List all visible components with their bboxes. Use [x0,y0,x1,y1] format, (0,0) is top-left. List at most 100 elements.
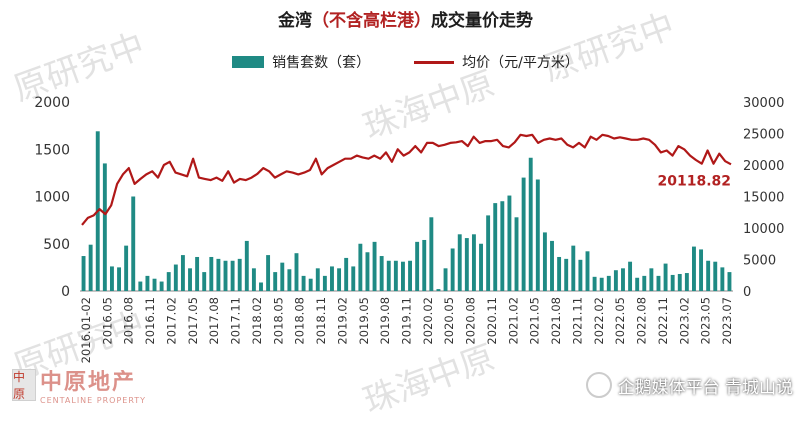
price-line [81,133,732,226]
bar [464,238,469,291]
legend: 销售套数（套） 均价（元/平方米） [0,52,811,72]
legend-label-bars: 销售套数（套） [272,55,371,71]
bar [322,275,327,291]
bar [216,258,221,291]
bar [330,266,334,291]
y-left-tick-label: 2000 [34,95,70,111]
x-tick-label: 2016.11 [143,297,157,345]
bar [507,195,512,291]
y-right-tick-label: 25000 [743,128,784,143]
bar [436,289,441,291]
y-right-tick-label: 15000 [743,191,784,206]
bar [564,258,569,291]
x-tick-label: 2018.05 [271,297,285,345]
x-tick-label: 2021.02 [506,297,520,345]
legend-swatch-line [414,60,455,64]
x-tick-label: 2017.05 [186,297,200,345]
bar [613,270,618,291]
title-main: 金湾 [278,11,312,31]
bar [457,234,462,291]
bar [677,273,682,291]
bar [195,256,200,291]
bar [294,253,299,291]
bar [649,268,654,291]
bar [301,275,306,291]
bar [223,260,228,291]
x-tick-label: 2021.05 [528,297,542,345]
x-tick-label: 2016.05 [100,297,114,345]
penguin-icon [585,372,612,398]
x-tick-label: 2017.08 [207,297,221,345]
x-tick-label: 2022.11 [656,297,670,345]
bar [379,256,384,291]
bar [415,241,420,291]
x-tick-label: 2023.07 [720,297,734,345]
y-left-tick-label: 1500 [34,142,70,158]
x-tick-label: 2018.08 [293,297,307,345]
bar [166,272,171,291]
bar [251,268,256,291]
bar [393,260,398,291]
bar [386,260,391,291]
bar [117,267,121,291]
bar [315,268,320,291]
x-tick-label: 2019.05 [357,297,371,345]
bar [684,273,689,291]
bar [408,260,413,291]
bar [663,263,668,291]
bar [337,268,342,291]
x-tick-label: 2022.02 [592,297,606,345]
legend-item-bars: 销售套数（套） [232,52,370,72]
x-tick-label: 2016.08 [122,297,136,345]
bar [344,257,349,291]
bar [109,266,114,291]
chart: 原研究中 珠海中原 原研究中 珠海中原 原研究中 金湾（不含高栏港）成交量价走势… [0,6,811,422]
bar [500,201,505,291]
bar [628,261,633,291]
logo-en: CENTALINE PROPERTY [40,396,147,405]
y-right-tick-label: 30000 [743,96,784,111]
bar [557,256,562,291]
footer: 企鹅媒体平台 青城山说 [585,372,793,398]
y-right-tick-label: 0 [743,285,751,300]
title-highlight: （不含高栏港） [312,11,431,31]
footer-text: 企鹅媒体平台 青城山说 [617,377,793,398]
bar [259,282,263,291]
bar [400,261,405,291]
x-tick-label: 2022.05 [613,297,627,345]
bar [351,266,356,291]
x-tick-label: 2020.11 [485,297,499,345]
bar [550,240,554,291]
logo-text: 中原地产 CENTALINE PROPERTY [40,364,146,405]
bar [173,264,178,291]
legend-item-line: 均价（元/平方米） [414,52,579,72]
x-tick-label: 2017.11 [229,297,243,345]
bar [720,267,725,291]
logo-badge: 中原 [12,368,36,401]
bar [159,281,164,291]
bar [479,243,483,291]
bar [237,258,242,291]
y-left-tick-label: 1000 [34,190,70,206]
bar [209,256,214,291]
x-tick-label: 2020.08 [464,297,478,345]
bar [443,268,448,291]
bar [528,157,533,291]
x-tick-label: 2017.02 [165,297,179,345]
bar [599,277,604,291]
bar [606,275,611,291]
bar [188,268,192,291]
y-right-tick-label: 20000 [743,159,784,174]
x-tick-label: 2020.05 [442,297,456,345]
last-point-label: 20118.82 [657,173,731,189]
bar [358,243,363,291]
bar [635,277,640,291]
bar [521,177,526,291]
bar [535,179,540,291]
bar [244,240,249,291]
bar [266,255,271,291]
bar [429,217,434,291]
bar [131,196,136,291]
chart-title: 金湾（不含高栏港）成交量价走势 [0,6,811,31]
bar [152,278,157,291]
